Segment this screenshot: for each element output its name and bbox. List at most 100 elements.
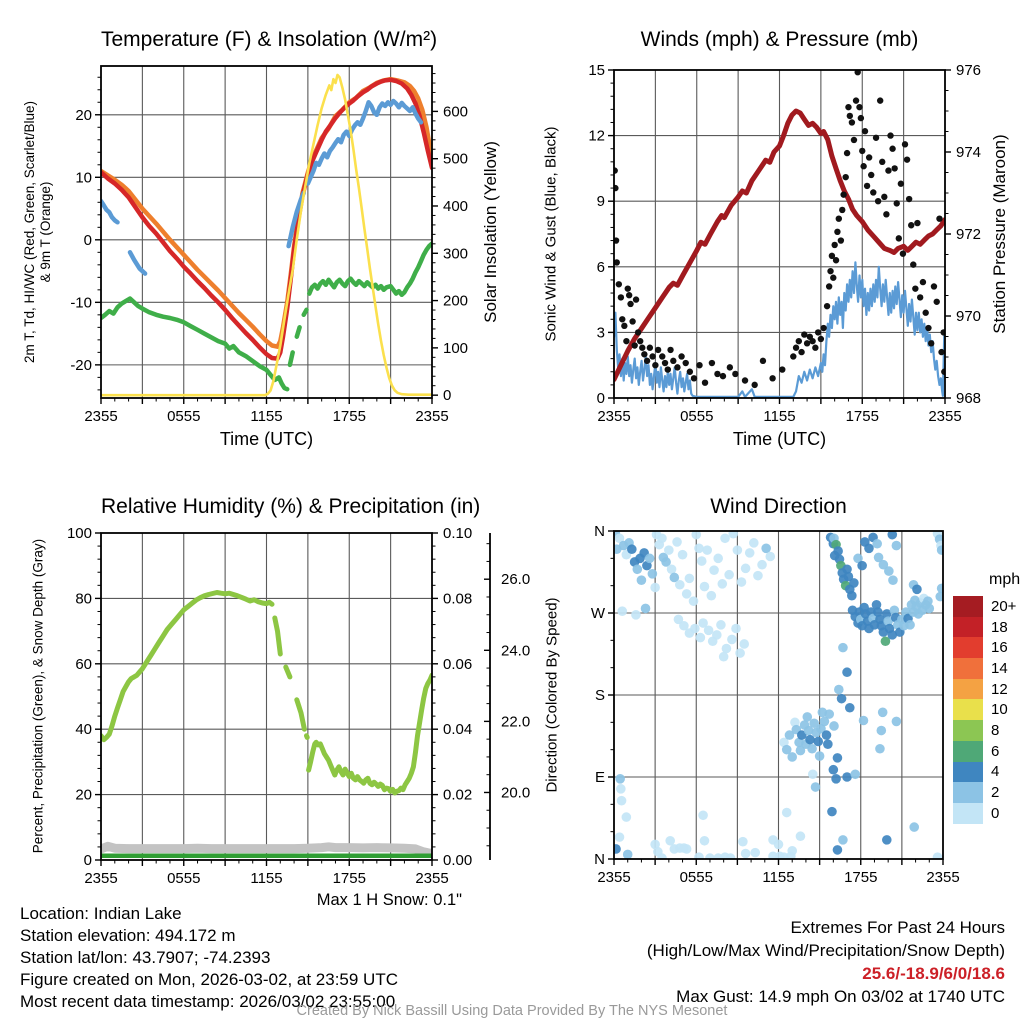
svg-text:1155: 1155 — [250, 870, 282, 887]
svg-text:80: 80 — [75, 590, 92, 607]
max-gust-text: Max Gust: 14.9 mph On 03/02 at 1740 UTC — [676, 987, 1005, 1006]
colorbar-swatch — [953, 802, 983, 824]
svg-text:300: 300 — [443, 245, 468, 262]
pressure-y-axis-label: Station Pressure (Maroon) — [990, 134, 1009, 334]
chart-temperature-insolation: 2355 0555 1155 1755 2355-20-1001020010020030… — [70, 65, 468, 425]
colorbar-label: 2 — [991, 784, 1000, 802]
series-dewpoint-green — [101, 241, 432, 392]
extremes-block: Extremes For Past 24 Hours (High/Low/Max… — [647, 916, 1005, 1008]
colorbar-swatch — [953, 678, 983, 700]
chart-winds-pressure: 2355 0555 1155 1755 235503691215968970972974… — [588, 62, 981, 425]
data-timestamp: Most recent data timestamp: 2026/03/02 2… — [20, 992, 396, 1011]
temperature-y-axis-label-line1: 2m T, Td, HI/WC (Red, Green, Scarlet/Blu… — [21, 100, 37, 364]
colorbar-row: 2 — [953, 782, 1024, 803]
svg-text:22.0: 22.0 — [501, 713, 530, 730]
svg-text:2355: 2355 — [415, 870, 448, 887]
series-snow-depth-gray — [101, 841, 432, 858]
svg-text:200: 200 — [443, 293, 468, 310]
svg-text:0: 0 — [597, 390, 605, 407]
svg-text:S: S — [595, 687, 605, 704]
svg-text:0555: 0555 — [680, 408, 713, 425]
svg-text:0.02: 0.02 — [443, 787, 472, 804]
colorbar-row: 14 — [953, 658, 1024, 679]
chart-humidity-precip: 2355 0555 1155 1755 23550204060801000.000.02… — [67, 525, 530, 887]
svg-text:2355: 2355 — [928, 408, 961, 425]
colorbar-label: 10 — [991, 701, 1008, 719]
figure-created: Figure created on Mon, 2026-03-02, at 23… — [20, 970, 398, 989]
extremes-subtitle: (High/Low/Max Wind/Precipitation/Snow De… — [646, 941, 1005, 960]
colorbar-label: 14 — [991, 659, 1008, 677]
svg-text:100: 100 — [443, 340, 468, 357]
svg-text:3: 3 — [597, 324, 605, 341]
colorbar-swatch — [953, 782, 983, 803]
colorbar-row: 10 — [953, 699, 1024, 721]
svg-text:0: 0 — [84, 852, 92, 869]
colorbar-row: 12 — [953, 678, 1024, 700]
panel-title-humidity: Relative Humidity (%) & Precipitation (i… — [101, 495, 481, 518]
svg-text:0.10: 0.10 — [443, 525, 472, 542]
temperature-x-axis-label: Time (UTC) — [219, 429, 314, 449]
station-latlon: Station lat/lon: 43.7907; -74.2393 — [20, 948, 271, 967]
colorbar-row: 6 — [953, 740, 1024, 762]
svg-text:2355: 2355 — [84, 408, 117, 425]
svg-text:60: 60 — [75, 656, 92, 673]
svg-text:1755: 1755 — [333, 408, 366, 425]
svg-text:970: 970 — [956, 308, 981, 325]
svg-text:976: 976 — [956, 62, 981, 79]
colorbar-row: 8 — [953, 720, 1024, 741]
max-snow-text: Max 1 H Snow: 0.1" — [316, 891, 462, 909]
svg-text:26.0: 26.0 — [501, 571, 530, 588]
svg-text:12: 12 — [588, 128, 605, 145]
svg-text:E: E — [595, 769, 605, 786]
svg-text:0.06: 0.06 — [443, 656, 472, 673]
svg-text:-10: -10 — [70, 294, 92, 311]
svg-text:0555: 0555 — [167, 408, 200, 425]
colorbar-label: 20+ — [991, 597, 1017, 615]
svg-text:0: 0 — [443, 387, 451, 404]
colorbar-swatch — [953, 637, 983, 659]
svg-text:6: 6 — [597, 259, 605, 276]
svg-text:N: N — [594, 851, 605, 868]
svg-text:15: 15 — [588, 62, 605, 79]
colorbar-swatch — [953, 658, 983, 679]
colorbar-row: 18 — [953, 616, 1024, 638]
wind-x-axis-label: Time (UTC) — [732, 429, 827, 449]
direction-y-axis-label: Direction (Colored By Speed) — [543, 597, 561, 793]
colorbar-swatch — [953, 761, 983, 783]
svg-text:20: 20 — [75, 107, 92, 124]
panel-title-winds: Winds (mph) & Pressure (mb) — [640, 28, 919, 51]
svg-text:1755: 1755 — [844, 869, 877, 886]
svg-text:9: 9 — [597, 193, 605, 210]
svg-text:1755: 1755 — [846, 408, 879, 425]
series-insolation-yellow — [101, 73, 432, 397]
colorbar-swatch — [953, 720, 983, 741]
colorbar-row: 20+ — [953, 596, 1024, 617]
svg-text:2355: 2355 — [415, 408, 448, 425]
svg-text:1155: 1155 — [762, 869, 794, 886]
colorbar-label: 18 — [991, 618, 1008, 636]
svg-text:24.0: 24.0 — [501, 642, 530, 659]
colorbar-swatch — [953, 699, 983, 721]
svg-text:2355: 2355 — [597, 408, 630, 425]
svg-text:40: 40 — [75, 721, 92, 738]
colorbar-label: 12 — [991, 680, 1008, 698]
colorbar-row: 16 — [953, 637, 1024, 659]
svg-text:600: 600 — [443, 103, 468, 120]
svg-text:N: N — [594, 523, 605, 540]
svg-text:500: 500 — [443, 151, 468, 168]
colorbar-label: 6 — [991, 742, 1000, 760]
colorbar-label: 4 — [991, 763, 1000, 781]
svg-text:10: 10 — [75, 169, 92, 186]
panel-title-wind-direction: Wind Direction — [710, 495, 847, 518]
colorbar-title: mph — [989, 571, 1021, 588]
insolation-y-axis-label: Solar Insolation (Yellow) — [481, 141, 500, 323]
extremes-values: 25.6/-18.9/6/0/18.6 — [862, 964, 1005, 983]
station-elevation: Station elevation: 494.172 m — [20, 926, 236, 945]
svg-text:974: 974 — [956, 144, 981, 161]
colorbar-label: 0 — [991, 804, 1000, 822]
svg-text:972: 972 — [956, 226, 981, 243]
panel-title-temperature: Temperature (F) & Insolation (W/m²) — [101, 28, 438, 51]
svg-text:1755: 1755 — [333, 870, 366, 887]
